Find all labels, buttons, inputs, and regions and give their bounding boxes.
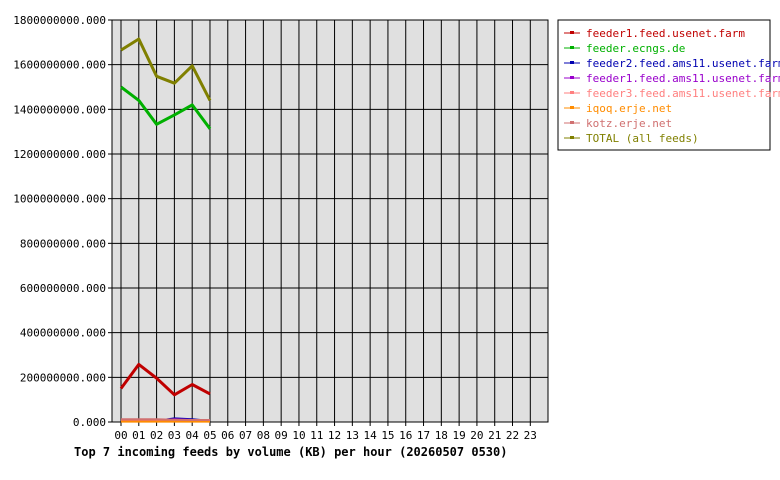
x-tick-label: 09 [275, 429, 288, 442]
x-tick-label: 02 [150, 429, 163, 442]
x-tick-label: 08 [257, 429, 270, 442]
x-tick-label: 18 [435, 429, 448, 442]
series-line [120, 37, 212, 102]
legend-marker [570, 46, 574, 49]
y-axis-ticks: 0.000 200000000.000 400000000.000 600000000… [13, 14, 106, 429]
series-line [121, 418, 210, 421]
x-tick-label: 17 [417, 429, 430, 442]
legend-label: feeder1.feed.ams11.usenet.farm [586, 72, 780, 85]
y-tick-label: 400000000.000 [20, 327, 106, 340]
legend-label: feeder.ecngs.de [586, 42, 685, 55]
y-tick-label: 800000000.000 [20, 237, 106, 250]
x-tick-label: 14 [364, 429, 378, 442]
y-tick-label: 1000000000.000 [13, 193, 106, 206]
legend-marker [570, 76, 574, 79]
x-tick-label: 01 [132, 429, 145, 442]
legend: feeder1.feed.usenet.farm feeder.ecngs.de f… [557, 19, 780, 151]
x-tick-label: 23 [524, 429, 537, 442]
x-tick-label: 03 [168, 429, 181, 442]
legend-marker [570, 61, 574, 64]
plot-area [111, 19, 549, 423]
x-tick-label: 22 [506, 429, 519, 442]
legend-label: iqoq.erje.net [586, 102, 672, 115]
legend-marker [570, 31, 574, 34]
x-tick-label: 21 [488, 429, 501, 442]
x-tick-label: 11 [310, 429, 323, 442]
y-tick-label: 0.000 [73, 416, 106, 429]
y-tick-label: 1400000000.000 [13, 103, 106, 116]
y-tick-label: 1600000000.000 [13, 59, 106, 72]
legend-marker [570, 121, 574, 124]
series-line [119, 362, 211, 397]
x-tick-label: 00 [114, 429, 127, 442]
legend-label: kotz.erje.net [586, 117, 672, 130]
y-tick-label: 1800000000.000 [13, 14, 106, 27]
series-lines [119, 37, 212, 423]
legend-label: feeder2.feed.ams11.usenet.farm [586, 57, 780, 70]
legend-label: feeder1.feed.usenet.farm [586, 27, 745, 40]
x-axis-ticks: 00 01 02 03 04 05 06 07 08 09 10 11 12 13 14 15 16 17 18 19… [114, 429, 537, 442]
x-tick-label: 04 [186, 429, 200, 442]
x-tick-label: 05 [203, 429, 216, 442]
x-tick-label: 13 [346, 429, 359, 442]
y-tick-label: 600000000.000 [20, 282, 106, 295]
legend-label: feeder3.feed.ams11.usenet.farm [586, 87, 780, 100]
x-tick-label: 20 [470, 429, 483, 442]
x-tick-label: 06 [221, 429, 234, 442]
y-tick-label: 200000000.000 [20, 371, 106, 384]
legend-marker [570, 91, 574, 94]
legend-box [557, 19, 771, 151]
x-tick-label: 07 [239, 429, 252, 442]
y-tick-label: 1200000000.000 [13, 148, 106, 161]
x-tick-label: 15 [381, 429, 394, 442]
chart-title: Top 7 incoming feeds by volume (KB) per … [74, 445, 507, 459]
series-line [120, 85, 212, 130]
legend-label: TOTAL (all feeds) [586, 132, 699, 145]
legend-marker [570, 136, 574, 139]
x-tick-label: 16 [399, 429, 412, 442]
legend-marker [570, 106, 574, 109]
x-tick-label: 10 [292, 429, 305, 442]
x-tick-label: 19 [452, 429, 465, 442]
x-tick-label: 12 [328, 429, 341, 442]
